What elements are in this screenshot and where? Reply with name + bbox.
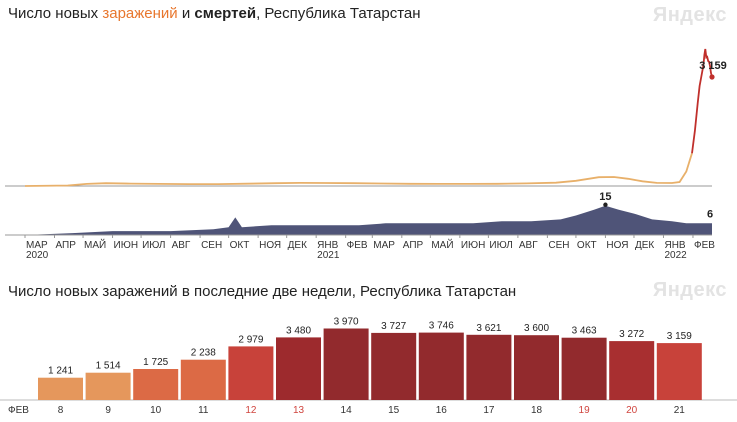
bar-value-label: 1 725 <box>143 357 168 368</box>
bar-value-label: 3 746 <box>429 321 454 332</box>
month-tick-label: ФЕВ <box>694 240 715 251</box>
deaths-area <box>25 205 712 235</box>
bar-value-label: 3 159 <box>667 331 692 342</box>
bar-day-15 <box>371 332 417 400</box>
month-tick-label: МАЙ <box>431 238 453 251</box>
infections-line-peak <box>691 48 713 154</box>
month-tick-label: ДЕК <box>635 240 654 251</box>
bar-day-label: 16 <box>436 405 448 416</box>
bar-value-label: 3 272 <box>619 329 644 340</box>
month-tick-label: МАЙ <box>84 238 106 251</box>
month-label-feb: ФЕВ <box>8 405 29 416</box>
bar-value-label: 1 514 <box>96 361 121 372</box>
infections-line <box>24 152 693 187</box>
deaths-last-label: 6 <box>707 208 713 220</box>
bar-value-label: 3 970 <box>334 317 359 328</box>
bar-value-label: 2 238 <box>191 348 216 359</box>
month-tick-label: АВГ <box>519 240 538 251</box>
bar-day-8 <box>38 377 83 400</box>
month-tick-label: АПР <box>403 240 424 251</box>
deaths-peak-label: 15 <box>599 191 611 203</box>
bar-day-11 <box>180 359 226 400</box>
month-tick-label: ОКТ <box>577 240 597 251</box>
bar-day-17 <box>466 334 512 400</box>
month-tick-label: НОЯ <box>606 240 628 251</box>
bar-day-10 <box>133 369 179 400</box>
title-prefix: Число новых <box>8 5 103 22</box>
bar-day-label: 9 <box>105 405 111 416</box>
bar-day-label: 13 <box>293 405 305 416</box>
bar-value-label: 3 480 <box>286 325 311 336</box>
two-weeks-bar-chart: ФЕВ 1 241 8 1 514 9 1 725 10 2 238 11 2 979 12 3 48… <box>0 317 737 416</box>
month-tick-label: ФЕВ <box>347 240 368 251</box>
infections-deaths-panel: Число новых заражений и смертей, Республ… <box>5 4 727 261</box>
year-tick-label: 2022 <box>664 250 687 261</box>
year-tick-label: 2020 <box>26 250 49 261</box>
bar-day-9 <box>85 372 131 400</box>
bar-value-label: 3 727 <box>381 321 406 332</box>
bar-day-18 <box>514 335 559 400</box>
bar-value-label: 2 979 <box>238 334 263 345</box>
month-tick-label: СЕН <box>201 240 222 251</box>
bar-day-14 <box>323 328 369 400</box>
bar-day-16 <box>418 332 464 400</box>
bar-day-label: 15 <box>388 405 400 416</box>
infections-last-label: 3 159 <box>699 60 727 72</box>
bar-day-label: 10 <box>150 405 162 416</box>
chart-title-top: Число новых заражений и смертей, Республ… <box>8 5 421 22</box>
bar-day-label: 21 <box>674 405 686 416</box>
month-tick-label: ИЮН <box>461 240 486 251</box>
bar-day-label: 18 <box>531 405 543 416</box>
bar-day-13 <box>276 337 321 400</box>
bar-day-label: 19 <box>579 405 591 416</box>
title-infections: заражений <box>102 5 178 22</box>
month-tick-label: ЯНВ <box>317 240 338 251</box>
bar-value-label: 1 241 <box>48 366 73 377</box>
deaths-peak-point <box>603 202 608 207</box>
bar-value-label: 3 600 <box>524 323 549 334</box>
bar-day-label: 20 <box>626 405 638 416</box>
chart-title-bottom: Число новых заражений в последние две не… <box>8 283 517 300</box>
bar-day-label: 11 <box>198 405 209 416</box>
month-tick-label: МАР <box>26 240 48 251</box>
title-deaths: смертей <box>194 5 257 22</box>
bar-value-label: 3 463 <box>572 326 597 337</box>
bar-day-label: 12 <box>245 405 257 416</box>
month-tick-label: ИЮЛ <box>142 240 165 251</box>
month-tick-label: ОКТ <box>230 240 250 251</box>
month-tick-label: ИЮН <box>114 240 139 251</box>
month-tick-label: МАР <box>373 240 395 251</box>
bar-day-21 <box>656 343 702 400</box>
month-tick-label: АВГ <box>172 240 191 251</box>
bar-day-label: 17 <box>483 405 495 416</box>
bar-day-19 <box>561 337 607 400</box>
bar-day-label: 8 <box>58 405 64 416</box>
month-tick-label: ИЮЛ <box>489 240 512 251</box>
two-weeks-panel: Число новых заражений в последние две не… <box>0 276 737 422</box>
bar-value-label: 3 621 <box>476 323 501 334</box>
month-tick-label: ДЕК <box>288 240 307 251</box>
month-tick-label: АПР <box>55 240 76 251</box>
title-suffix: , Республика Татарстан <box>256 5 421 22</box>
bar-day-12 <box>228 346 274 400</box>
title-mid: и <box>177 5 195 22</box>
month-tick-label: НОЯ <box>259 240 281 251</box>
infections-last-point <box>709 74 715 80</box>
month-tick-label: ЯНВ <box>664 240 685 251</box>
yandex-logo-bottom: Яндекс <box>652 279 727 301</box>
bar-day-label: 14 <box>341 405 353 416</box>
month-tick-label: СЕН <box>548 240 569 251</box>
yandex-logo: Яндекс <box>652 4 727 26</box>
year-tick-label: 2021 <box>317 250 340 261</box>
bar-day-20 <box>609 341 655 400</box>
